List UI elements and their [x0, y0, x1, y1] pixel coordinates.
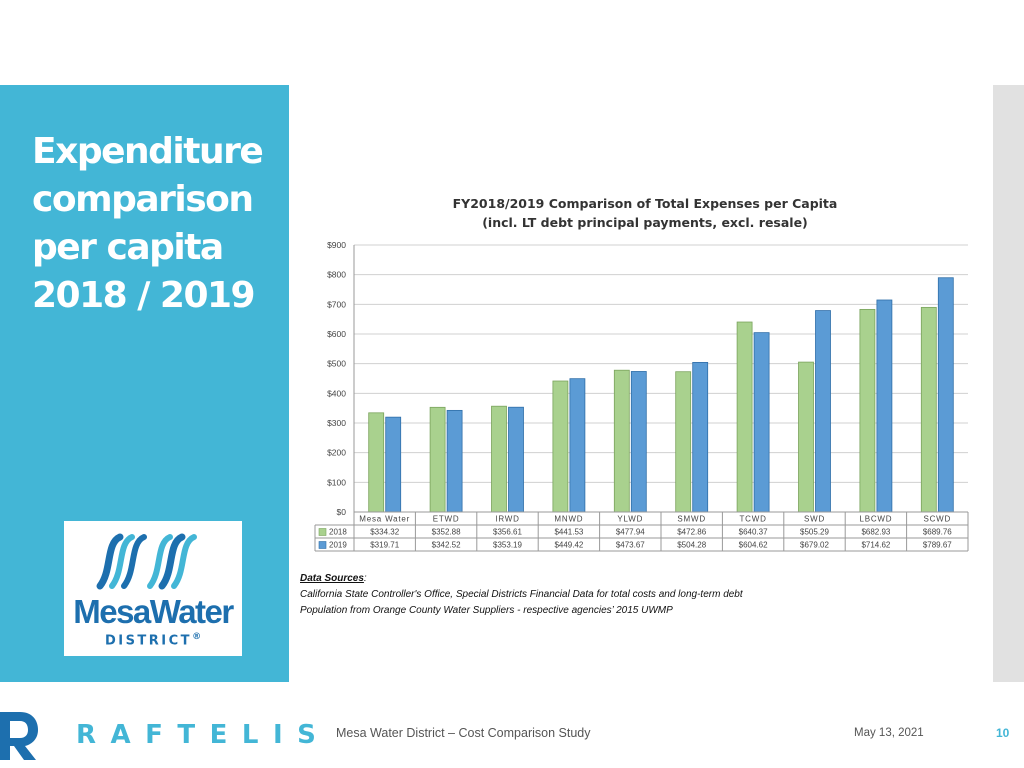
y-tick-label: $200: [327, 448, 346, 458]
slide-title-line: per capita: [32, 227, 224, 268]
slide-title: Expenditure comparison per capita 2018 /…: [32, 128, 264, 320]
right-scroll-bar: [993, 85, 1024, 682]
legend-swatch-2018: [318, 528, 327, 536]
bar-2018: [491, 405, 507, 513]
bar-2018: [552, 380, 569, 513]
bar-2019: [692, 361, 709, 513]
category-label: YLWD: [617, 515, 643, 524]
y-tick-label: $800: [327, 270, 346, 280]
bar-2019: [937, 277, 954, 513]
y-tick-label: $0: [337, 507, 347, 517]
data-label: $689.76: [923, 528, 952, 537]
bar-2018: [368, 412, 385, 513]
data-sources: Data Sources: California State Controlle…: [300, 571, 743, 619]
bar-2018: [675, 371, 692, 513]
data-label: $679.02: [800, 541, 829, 550]
logo-reg-mark: ®: [192, 632, 202, 642]
bar-2019: [385, 416, 402, 513]
logo-subtitle: DISTRICT®: [70, 632, 236, 648]
footer-study-title: Mesa Water District – Cost Comparison St…: [336, 726, 591, 740]
bar-2018: [920, 306, 937, 513]
bar-2019: [446, 409, 463, 513]
chart-title: FY2018/2019 Comparison of Total Expenses…: [452, 196, 838, 211]
raftelis-wordmark: RAFTELIS: [76, 720, 331, 750]
bar-2019: [753, 332, 770, 513]
data-label: $342.52: [432, 541, 461, 550]
bar-2018: [736, 321, 753, 513]
category-label: TCWD: [739, 515, 766, 524]
data-label: $789.67: [923, 541, 952, 550]
y-tick-label: $300: [327, 418, 346, 428]
category-label: Mesa Water: [359, 515, 410, 524]
bar-2019: [876, 299, 893, 513]
y-tick-label: $900: [327, 240, 346, 250]
slide-title-line: Expenditure: [32, 131, 264, 172]
mesa-water-logo: MesaWater DISTRICT®: [64, 521, 242, 656]
y-tick-label: $500: [327, 359, 346, 369]
data-label: $505.29: [800, 528, 829, 537]
category-label: MNWD: [554, 515, 583, 524]
wave-logo-icon: [96, 533, 197, 590]
y-tick-label: $600: [327, 329, 346, 339]
data-label: $352.88: [432, 528, 461, 537]
data-label: $504.28: [677, 541, 706, 550]
y-tick-label: $100: [327, 477, 346, 487]
logo-name: MesaWater: [73, 593, 234, 630]
category-label: LBCWD: [859, 515, 892, 524]
data-label: $714.62: [861, 541, 890, 550]
category-label: SWD: [804, 515, 825, 524]
data-label: $682.93: [861, 528, 890, 537]
data-label: $356.61: [493, 528, 522, 537]
bar-2018: [798, 361, 814, 513]
data-label: $319.71: [370, 541, 399, 550]
category-label: IRWD: [495, 515, 519, 524]
bar-2019: [815, 310, 831, 513]
footer-date: May 13, 2021: [854, 727, 924, 739]
sources-heading: Data Sources:: [300, 573, 367, 584]
sources-label: Data Sources: [300, 573, 364, 584]
data-label: $441.53: [554, 528, 583, 537]
bar-2019: [630, 371, 647, 513]
y-tick-label: $700: [327, 299, 346, 309]
category-label: ETWD: [433, 515, 460, 524]
bar-2019: [508, 406, 524, 513]
data-label: $473.67: [616, 541, 645, 550]
data-label: $640.37: [739, 528, 768, 537]
chart-subtitle: (incl. LT debt principal payments, excl.…: [482, 215, 808, 230]
logo-sub-text: DISTRICT: [104, 633, 193, 649]
page-number: 10: [996, 726, 1010, 740]
sources-line-2: Population from Orange County Water Supp…: [300, 605, 673, 616]
bar-2018: [429, 406, 446, 513]
slide-title-line: comparison: [32, 179, 254, 220]
data-label: $449.42: [554, 541, 583, 550]
category-label: SMWD: [677, 515, 706, 524]
category-label: SCWD: [923, 515, 951, 524]
data-label: $477.94: [616, 528, 645, 537]
legend-label: 2018: [329, 528, 347, 537]
data-label: $334.32: [370, 528, 399, 537]
data-label: $353.19: [493, 541, 522, 550]
bar-2018: [613, 369, 630, 513]
bar-2019: [569, 378, 586, 513]
bar-chart: $0 $100 $200 $300 $400 $500 $600 $700 $800 $900 Me…: [314, 240, 969, 552]
sources-line-1: California State Controller's Office, Sp…: [300, 589, 743, 600]
y-tick-label: $400: [327, 388, 346, 398]
bar-2018: [859, 308, 876, 513]
legend-label: 2019: [329, 541, 347, 550]
raftelis-r-logo-icon: [0, 712, 38, 760]
slide-title-line: 2018 / 2019: [32, 275, 256, 316]
data-label: $604.62: [739, 541, 768, 550]
legend-swatch-2019: [318, 541, 327, 549]
data-label: $472.86: [677, 528, 706, 537]
